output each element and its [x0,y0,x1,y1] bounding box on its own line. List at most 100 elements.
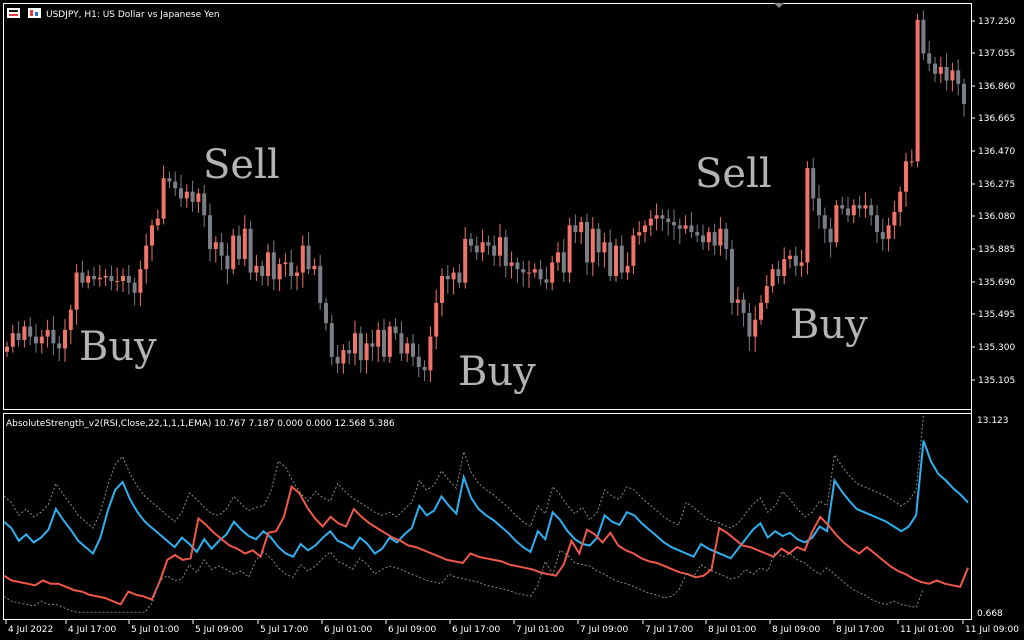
candle-body [469,238,473,246]
candle-body [126,275,131,283]
candle-body [614,245,618,276]
candle-body [486,242,491,246]
candle-body [364,343,369,361]
candle-body [619,245,624,273]
time-axis-label: 5 Jul 17:00 [260,625,309,635]
candle-body [660,215,665,219]
candle-body [683,225,688,229]
candle-body [57,343,62,349]
candle-body [556,252,560,263]
candle-body [80,272,85,283]
signal-buy-label: Buy [458,349,536,395]
candle-body [103,275,108,278]
price-axis-labels: 137.250 137.055 136.860 136.665 136.470 136.2… [971,17,1015,386]
candle-body [938,66,943,74]
candle-body [411,343,415,357]
indicator-scale-top: 13.123 [977,416,1009,426]
candle-body [480,242,485,253]
candle-body [150,225,154,246]
candle-body [196,193,201,202]
candle-body [706,232,711,243]
candle-body [341,350,346,364]
candle-body [672,222,676,226]
chart-list-icon[interactable] [7,8,20,18]
candle-body [503,237,508,266]
candle-body [5,346,9,352]
candle-body [97,277,102,280]
candle-body [10,333,15,347]
candle-body [915,19,920,162]
candle-body [828,228,833,243]
candle-body [306,245,311,270]
candle-body [585,222,589,263]
time-axis-label: 7 Jul 17:00 [645,625,694,635]
candle-body [857,205,862,209]
candle-body [39,336,44,344]
candle-body [440,275,444,303]
candle-body [654,215,659,219]
candle-body [422,366,427,371]
candle-body [590,228,595,263]
indicator-title: AbsoluteStrength_v2(RSI,Close,22,1,1,1,E… [6,419,395,429]
candle-body [840,205,845,209]
candle-body [445,275,450,280]
candle-body [416,356,421,367]
candle-body [793,255,798,266]
candle-body [318,265,323,303]
candle-body [712,232,717,246]
candle-body [202,193,207,216]
candle-body [521,269,526,273]
candle-body [329,323,334,357]
candle-body [863,205,868,209]
candle-body [608,242,613,276]
candle-body [393,326,398,334]
signal-buy-label: Buy [790,302,868,348]
time-axis-label: 5 Jul 09:00 [195,625,244,635]
price-axis-label: 137.055 [978,49,1015,59]
candle-body [880,232,885,239]
shift-marker-icon[interactable] [774,3,784,8]
candle-body [886,225,891,239]
candle-body [944,66,949,81]
candle-body [962,83,966,105]
candle-body [770,269,775,287]
candle-body [950,70,955,81]
candle-body [822,215,827,229]
candle-body [741,299,746,314]
time-axis-label: 4 Jul 17:00 [68,625,117,635]
candle-body [451,272,456,280]
indicator-series [3,415,969,613]
price-axis-label: 135.300 [978,343,1015,353]
candle-body [643,225,647,233]
candle-body [695,232,700,236]
candle-body [92,275,96,280]
candle-body [167,178,172,182]
candle-body [399,333,404,354]
candle-body [86,275,91,283]
time-axis-labels: 4 Jul 2022 4 Jul 17:00 5 Jul 01:00 5 Jul 09… [5,620,1019,635]
candle-body [904,161,908,192]
signal-labels: Sell Buy Buy Sell Buy [79,142,868,395]
candle-body [312,265,317,270]
candle-body [875,215,879,233]
candle-body [567,225,572,273]
candle-body [538,269,543,280]
candle-body [271,252,276,280]
signal-sell-label: Sell [203,142,280,188]
candle-body [208,215,212,249]
candle-body [155,218,160,226]
chart-properties-icon[interactable] [28,8,41,18]
candle-body [666,218,671,223]
candle-body [735,299,740,303]
candle-body [677,225,682,229]
candle-body [782,259,787,276]
candle-body [289,262,294,276]
candle-body [933,63,937,74]
candle-body [109,275,114,281]
candle-body [190,191,195,202]
candle-body [138,269,143,293]
candle-body [851,205,856,216]
candle-body [324,302,328,324]
candle-body [68,309,73,330]
